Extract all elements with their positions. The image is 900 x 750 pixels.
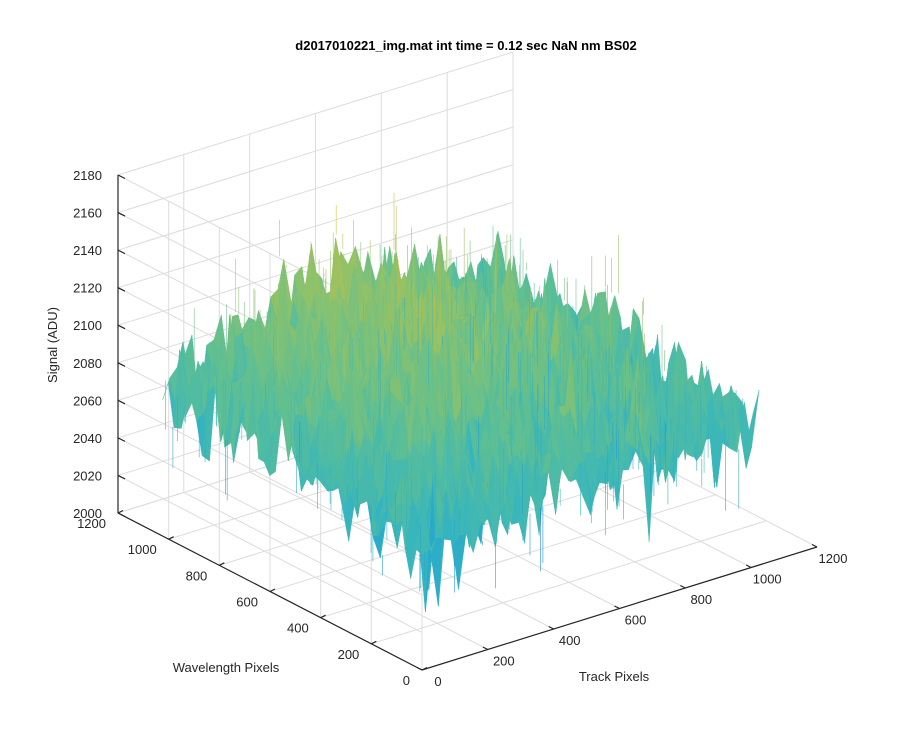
y-axis-label: Wavelength Pixels [173,660,280,675]
y-tick-label: 800 [186,568,208,583]
x-tick [745,564,752,569]
y-tick [371,640,377,645]
x-tick-label: 1000 [753,572,782,587]
z-tick [117,324,126,330]
x-axis-label: Track Pixels [579,669,650,684]
z-tick-label: 2140 [73,243,102,258]
y-tick-label: 0 [403,673,410,688]
x-tick [416,666,423,671]
x-tick [680,584,686,589]
y-tick [168,536,174,540]
surface-facet [745,389,760,469]
z-axis-label: Signal (ADU) [45,307,60,383]
y-tick [117,509,124,514]
y-tick [320,614,326,619]
z-tick-label: 2180 [73,168,102,183]
x-tick [482,646,489,651]
z-tick-label: 2120 [73,281,102,296]
y-tick-label: 1200 [77,516,106,531]
z-tick-label: 2060 [73,393,102,408]
z-tick [117,287,126,292]
z-tick-label: 2020 [73,468,102,483]
z-tick [117,174,126,180]
z-tick-label: 2000 [73,506,102,521]
y-tick-label: 1000 [128,542,157,557]
y-tick-label: 600 [236,595,258,610]
x-tick-label: 1200 [819,551,848,566]
z-tick [117,249,126,255]
x-tick-label: 0 [434,674,441,689]
z-tick-label: 2040 [73,431,102,446]
x-tick-label: 600 [625,613,647,628]
z-tick [117,474,126,480]
x-tick-label: 400 [559,633,581,648]
z-tick-label: 2100 [73,318,102,333]
z-tick [117,362,126,367]
x-tick [614,605,620,610]
y-tick-label: 400 [287,621,309,636]
z-tick-label: 2160 [73,206,102,221]
surface-mesh [162,192,760,612]
z-tick [117,212,126,217]
chart-title: d2017010221_img.mat int time = 0.12 sec … [295,38,636,53]
x-tick-label: 200 [493,654,515,669]
z-tick [117,437,126,442]
z-tick [117,512,126,518]
x-tick [811,543,818,548]
z-tick [117,399,126,405]
x-tick-label: 800 [690,592,712,607]
y-tick [421,666,428,671]
x-tick [548,625,554,630]
y-tick [269,588,276,593]
z-tick-label: 2080 [73,356,102,371]
y-tick [219,562,225,566]
y-tick-label: 200 [338,647,360,662]
axes-ticks: 0 200 400 600 800 1000 1200 0 200 400 600 800 1000 12… [73,168,847,689]
